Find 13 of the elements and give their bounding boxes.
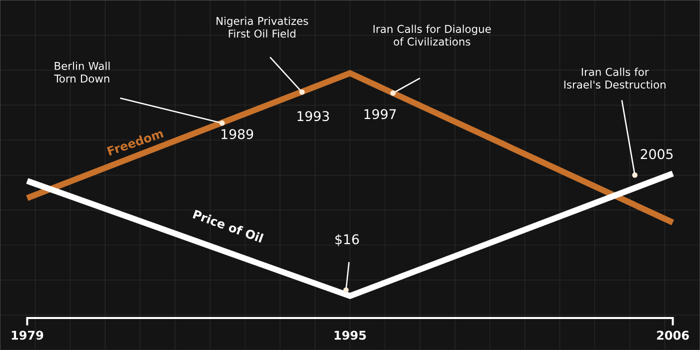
annotation: 1997 — [364, 108, 396, 120]
annotation: 2005 — [640, 148, 673, 160]
x-tick-label: 1979 — [12, 330, 44, 340]
annotation: Berlin Wall Torn Down — [54, 62, 110, 83]
text: Iran Calls for Dialogue of Civilizations — [374, 24, 491, 46]
annotation: 1989 — [222, 128, 254, 140]
annotation: 1993 — [298, 110, 329, 122]
annotation: Iran Calls for Israel's Destruction — [564, 68, 666, 89]
x-tick-label: 1995 — [334, 330, 366, 340]
text: Price of Oil — [192, 210, 264, 243]
annotation: $16 — [335, 234, 359, 246]
text: Nigeria Privatizes First Oil Field — [216, 16, 308, 38]
x-tick-label: 2006 — [657, 330, 689, 340]
